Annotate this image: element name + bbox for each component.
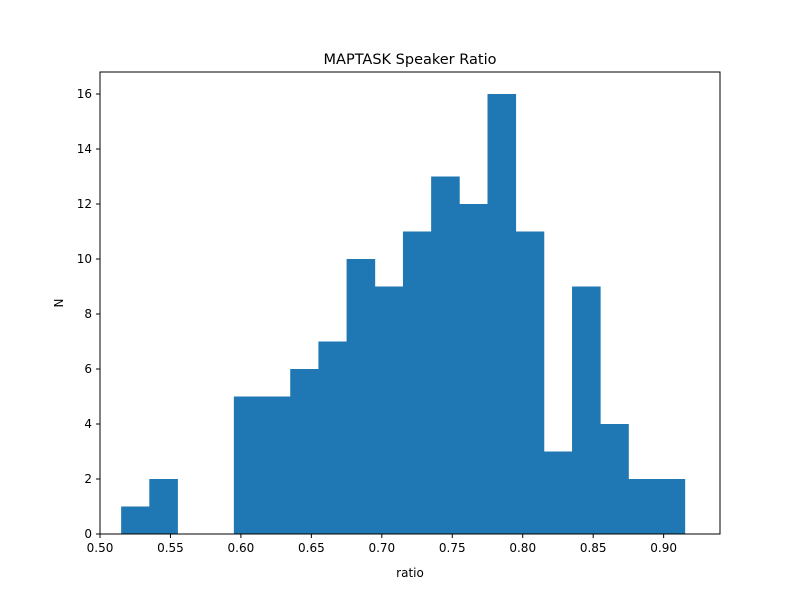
x-tick-label: 0.50 [87, 541, 114, 555]
bars [121, 94, 686, 534]
y-tick-label: 2 [84, 472, 92, 486]
plot-frame [99, 71, 721, 535]
x-tick-label: 0.90 [650, 541, 677, 555]
histogram-bar [459, 204, 488, 534]
histogram-bar [318, 341, 347, 534]
x-tick-label: 0.85 [580, 541, 607, 555]
histogram-bar [374, 286, 404, 534]
histogram-bar [290, 369, 319, 534]
y-tick-label: 10 [77, 252, 92, 266]
histogram-bar [121, 506, 150, 534]
y-tick-label: 4 [84, 417, 92, 431]
histogram-bar [600, 424, 629, 534]
x-tick-label: 0.55 [157, 541, 184, 555]
x-tick-label: 0.75 [439, 541, 466, 555]
y-tick-label: 6 [84, 362, 92, 376]
histogram-bar [402, 231, 432, 534]
y-tick-label: 16 [77, 87, 92, 101]
y-tick-label: 0 [84, 527, 92, 541]
x-tick-label: 0.65 [298, 541, 325, 555]
histogram-bar [656, 479, 686, 534]
histogram-bar [149, 479, 178, 534]
x-axis: 0.50 0.55 0.60 0.65 0.70 0.75 0.80 0.85 0.90 [87, 534, 677, 555]
histogram-bar [628, 479, 657, 534]
histogram-bar [572, 286, 601, 534]
y-tick-label: 12 [77, 197, 92, 211]
x-tick-label: 0.80 [509, 541, 536, 555]
histogram-bar [431, 176, 460, 534]
y-tick-label: 8 [84, 307, 92, 321]
y-axis: 0 2 4 6 8 10 12 14 16 [77, 87, 100, 541]
histogram-bar [543, 451, 573, 534]
histogram-bar [487, 94, 517, 534]
x-tick-label: 0.70 [368, 541, 395, 555]
histogram-bar [346, 259, 376, 534]
y-axis-label: N [52, 299, 66, 308]
x-tick-label: 0.60 [228, 541, 255, 555]
chart-title: MAPTASK Speaker Ratio [324, 52, 497, 68]
histogram-bar [262, 396, 291, 534]
x-axis-label: ratio [396, 566, 424, 580]
y-tick-label: 14 [77, 142, 92, 156]
histogram-bar [515, 231, 545, 534]
histogram-bar [233, 396, 263, 534]
